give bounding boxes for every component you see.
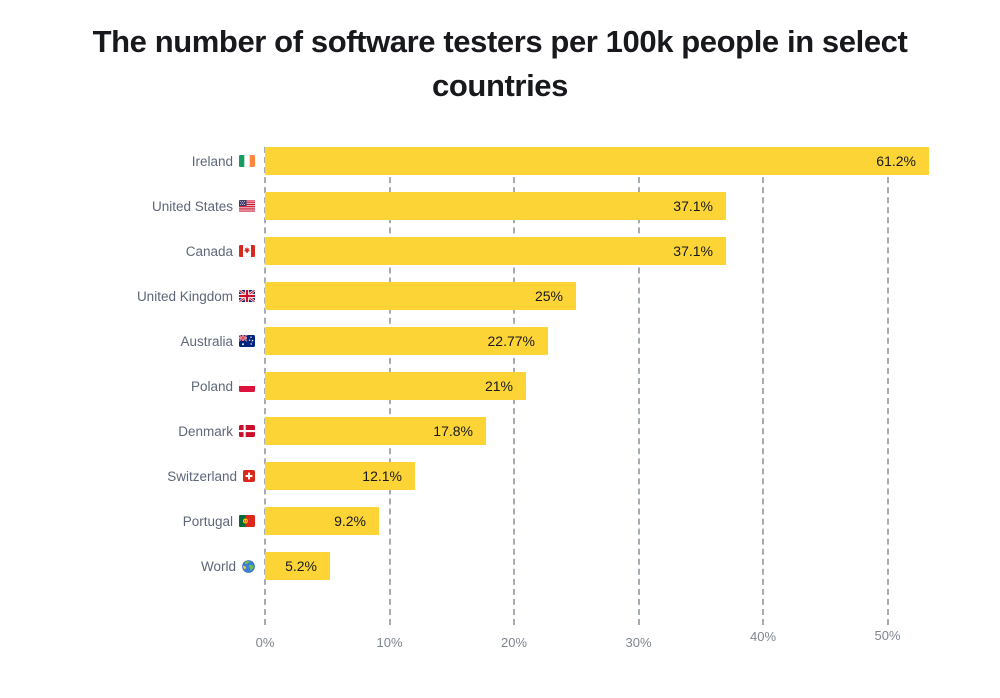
x-axis-tick-label: 40% — [749, 629, 777, 644]
bar-poland: 21% — [265, 372, 526, 400]
x-axis-tick-label: 10% — [376, 635, 403, 650]
bar-denmark: 17.8% — [265, 417, 486, 445]
bar-value-label: 25% — [534, 288, 563, 304]
bar-row: World 5.2% — [0, 552, 1000, 580]
bar-value-label: 37.1% — [673, 243, 713, 259]
gridline — [762, 147, 764, 625]
category-label-text: United Kingdom — [136, 288, 233, 304]
category-label: Switzerland — [0, 462, 255, 490]
category-label: United Kingdom — [0, 282, 255, 310]
x-axis-tick-label: 0% — [255, 635, 275, 650]
bar-value-label: 9.2% — [334, 513, 366, 529]
bar-ireland: 61.2% — [265, 147, 929, 175]
category-label: Canada — [0, 237, 255, 265]
flag-australia-icon — [239, 335, 255, 347]
category-label: Portugal — [0, 507, 255, 535]
category-label-text: United States — [151, 198, 233, 214]
flag-ireland-icon — [239, 155, 255, 167]
bar-canada: 37.1% — [265, 237, 726, 265]
bar-united-states: 37.1% — [265, 192, 726, 220]
category-label: World — [0, 552, 255, 580]
category-label-text: Portugal — [182, 513, 233, 529]
category-label-text: Denmark — [178, 423, 233, 439]
bar-row: United States 37.1% — [0, 192, 1000, 220]
bar-row: Portugal 9.2% — [0, 507, 1000, 535]
flag-united-kingdom-icon — [239, 290, 255, 302]
category-label-text: Poland — [190, 378, 233, 394]
bar-switzerland: 12.1% — [265, 462, 415, 490]
bar-value-label: 12.1% — [362, 468, 402, 484]
category-label-text: Australia — [180, 333, 233, 349]
category-label-text: Canada — [185, 243, 233, 259]
category-label: Australia — [0, 327, 255, 355]
bar-row: Australia 22.77% — [0, 327, 1000, 355]
x-axis-tick-label: 20% — [500, 635, 528, 650]
flag-switzerland-icon — [243, 470, 255, 482]
bar-row: Poland 21% — [0, 372, 1000, 400]
x-axis-tick-label: 30% — [625, 635, 652, 650]
gridline — [886, 147, 889, 625]
bar-row: Switzerland 12.1% — [0, 462, 1000, 490]
bar-value-label: 17.8% — [433, 423, 473, 439]
bar-value-label: 21% — [484, 378, 513, 394]
x-axis-tick-label: 50% — [874, 628, 901, 643]
category-label: Ireland — [0, 147, 255, 175]
bar-value-label: 37.1% — [673, 198, 713, 214]
bar-row: Denmark 17.8% — [0, 417, 1000, 445]
flag-portugal-icon — [239, 515, 255, 527]
flag-united-states-icon — [239, 200, 255, 212]
category-label: Denmark — [0, 417, 255, 445]
chart-title: The number of software testers per 100k … — [92, 24, 908, 103]
category-label: United States — [0, 192, 255, 220]
bar-chart: Ireland 61.2% United States 37.1% Canada 37.1… — [0, 147, 1000, 667]
bar-united-kingdom: 25% — [265, 282, 576, 310]
category-label: Poland — [0, 372, 255, 400]
bar-value-label: 61.2% — [876, 153, 916, 169]
bar-australia: 22.77% — [265, 327, 548, 355]
flag-denmark-icon — [239, 425, 255, 437]
category-label-text: Ireland — [191, 153, 233, 169]
bar-portugal: 9.2% — [265, 507, 379, 535]
bar-value-label: 5.2% — [285, 558, 317, 574]
gridline — [637, 147, 640, 625]
bar-value-label: 22.77% — [487, 333, 535, 349]
flag-world-icon — [242, 559, 255, 573]
flag-poland-icon — [239, 380, 255, 392]
bar-world: 5.2% — [265, 552, 330, 580]
category-label-text: Switzerland — [167, 468, 237, 484]
bar-row: Ireland 61.2% — [0, 147, 1000, 175]
bar-row: Canada 37.1% — [0, 237, 1000, 265]
category-label-text: World — [200, 558, 236, 574]
flag-canada-icon — [239, 245, 255, 257]
bar-row: United Kingdom 25% — [0, 282, 1000, 310]
